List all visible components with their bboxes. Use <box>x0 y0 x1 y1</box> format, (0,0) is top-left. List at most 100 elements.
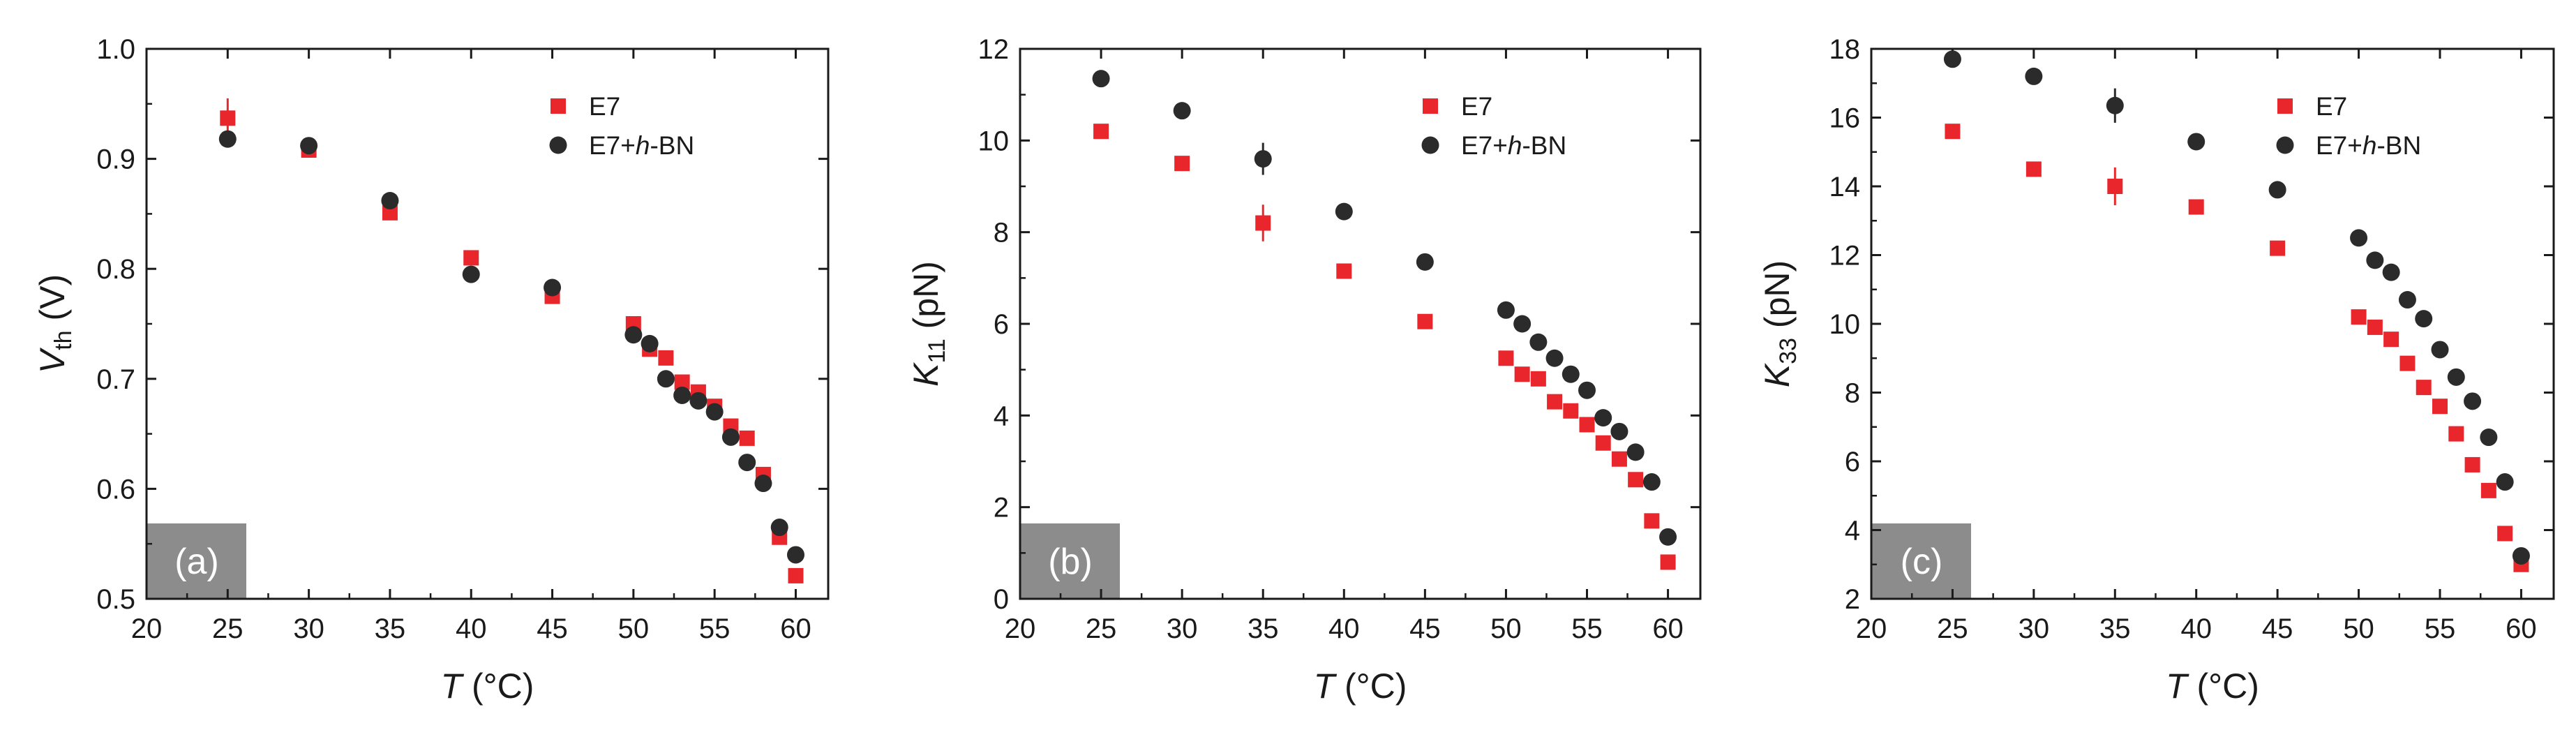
data-point-square <box>1174 156 1190 172</box>
data-point-circle <box>1594 409 1612 427</box>
data-point-square <box>1547 394 1563 410</box>
data-point-square <box>2383 332 2399 348</box>
data-point-square <box>739 430 755 446</box>
series-e7 <box>1093 124 1676 570</box>
legend: E7 E7+h-BN <box>1421 92 1566 160</box>
data-point-square <box>1579 417 1595 433</box>
y-tick-label: 6 <box>1845 447 1860 477</box>
x-tick-label: 30 <box>1167 613 1198 644</box>
data-point-square <box>382 204 398 221</box>
x-tick-label: 40 <box>456 613 487 644</box>
data-point-circle <box>641 334 659 352</box>
panel-label: (b) <box>1048 542 1093 582</box>
y-tick-label: 10 <box>1829 309 1861 340</box>
x-tick-label: 35 <box>375 613 406 644</box>
data-point-square <box>1255 215 1271 231</box>
data-point-circle <box>2480 429 2498 447</box>
x-tick-label: 35 <box>1248 613 1279 644</box>
data-point-circle <box>1529 333 1548 351</box>
data-point-square <box>1945 124 1961 140</box>
y-tick-label: 14 <box>1829 172 1861 202</box>
x-tick-label: 45 <box>1409 613 1441 644</box>
y-tick-label: 1.0 <box>96 34 135 65</box>
x-tick-label: 60 <box>780 613 811 644</box>
data-point-circle <box>2447 368 2465 386</box>
data-point-circle <box>2464 392 2482 410</box>
data-point-square <box>674 374 690 390</box>
x-tick-label: 40 <box>1328 613 1360 644</box>
data-point-circle <box>1943 50 1961 68</box>
x-tick-label: 50 <box>1490 613 1522 644</box>
y-tick-label: 6 <box>994 309 1009 340</box>
data-point-circle <box>1562 365 1580 383</box>
data-point-circle <box>1578 381 1596 399</box>
data-point-circle <box>218 130 237 148</box>
y-tick-label: 16 <box>1829 103 1861 134</box>
series-e7 <box>220 98 804 583</box>
x-tick-label: 30 <box>2019 613 2050 644</box>
y-axis-title: Vth (V) <box>33 274 77 373</box>
y-tick-label: 4 <box>994 401 1009 431</box>
x-tick-label: 40 <box>2180 613 2212 644</box>
data-point-circle <box>2366 251 2384 269</box>
data-point-circle <box>1416 253 1434 271</box>
plot-frame <box>145 47 830 600</box>
data-point-circle <box>2431 341 2449 359</box>
data-point-circle <box>2382 263 2400 281</box>
x-tick-label: 20 <box>131 613 163 644</box>
data-point-square <box>2025 161 2042 177</box>
data-point-square <box>1660 554 1676 570</box>
y-tick-label: 18 <box>1829 34 1861 65</box>
x-tick-label: 55 <box>699 613 731 644</box>
data-point-square <box>463 250 479 266</box>
legend-label-e7-hbn: E7+h-BN <box>589 131 694 160</box>
x-tick-label: 50 <box>618 613 650 644</box>
y-tick-label: 0.9 <box>96 144 135 175</box>
data-point-circle <box>2415 310 2433 328</box>
legend-marker-e7-hbn <box>549 136 567 154</box>
x-axis-title: T (°C) <box>2166 667 2259 706</box>
y-tick-label: 2 <box>994 493 1009 523</box>
series-e7-hbn <box>218 130 804 564</box>
y-tick-label: 12 <box>978 34 1010 65</box>
panel-label: (a) <box>174 542 219 582</box>
y-tick-label: 8 <box>994 218 1009 248</box>
data-point-circle <box>1335 202 1353 221</box>
series-e7-hbn <box>1943 50 2530 565</box>
y-tick-label: 0.7 <box>96 364 135 395</box>
y-axis-title: K11 (pN) <box>906 261 950 387</box>
data-point-circle <box>2268 181 2286 199</box>
chart-panel-a: (a) 20 25 30 35 40 45 50 55 60 0.5 0.6 0.7 0.8 0.9 1.0 T… <box>33 34 830 706</box>
panel-tag-box <box>1872 523 1971 599</box>
data-point-circle <box>381 191 399 209</box>
data-point-square <box>2480 482 2496 498</box>
y-tick-label: 0.6 <box>96 474 135 505</box>
data-point-circle <box>1626 443 1645 461</box>
chart-panel-b: (b) 20 25 30 35 40 45 50 55 60 0 2 4 6 8 10 12 T (°C) K11 … <box>906 34 1702 706</box>
data-point-circle <box>1497 301 1515 319</box>
x-axis-title: T (°C) <box>441 667 534 706</box>
data-point-square <box>2270 240 2286 256</box>
x-tick-label: 20 <box>1005 613 1036 644</box>
data-point-square <box>2416 380 2432 396</box>
data-point-circle <box>2106 96 2124 114</box>
data-point-circle <box>1173 102 1191 120</box>
data-point-circle <box>1642 473 1661 491</box>
data-point-circle <box>2512 546 2530 565</box>
y-tick-label: 8 <box>1845 378 1860 409</box>
x-tick-label: 30 <box>293 613 324 644</box>
y-tick-label: 0.8 <box>96 254 135 285</box>
legend-marker-e7-hbn <box>1421 136 1439 154</box>
plot-frame <box>1870 47 2555 600</box>
plot-frame <box>1019 47 1702 600</box>
data-point-circle <box>1610 422 1628 440</box>
x-tick-label: 45 <box>537 613 568 644</box>
x-tick-label: 60 <box>2506 613 2537 644</box>
data-point-circle <box>754 475 772 493</box>
data-point-square <box>1093 124 1109 140</box>
data-point-circle <box>673 386 691 404</box>
data-point-square <box>1336 263 1352 279</box>
data-point-circle <box>689 392 707 410</box>
legend-marker-e7-hbn <box>2276 136 2294 154</box>
x-tick-label: 55 <box>2425 613 2456 644</box>
